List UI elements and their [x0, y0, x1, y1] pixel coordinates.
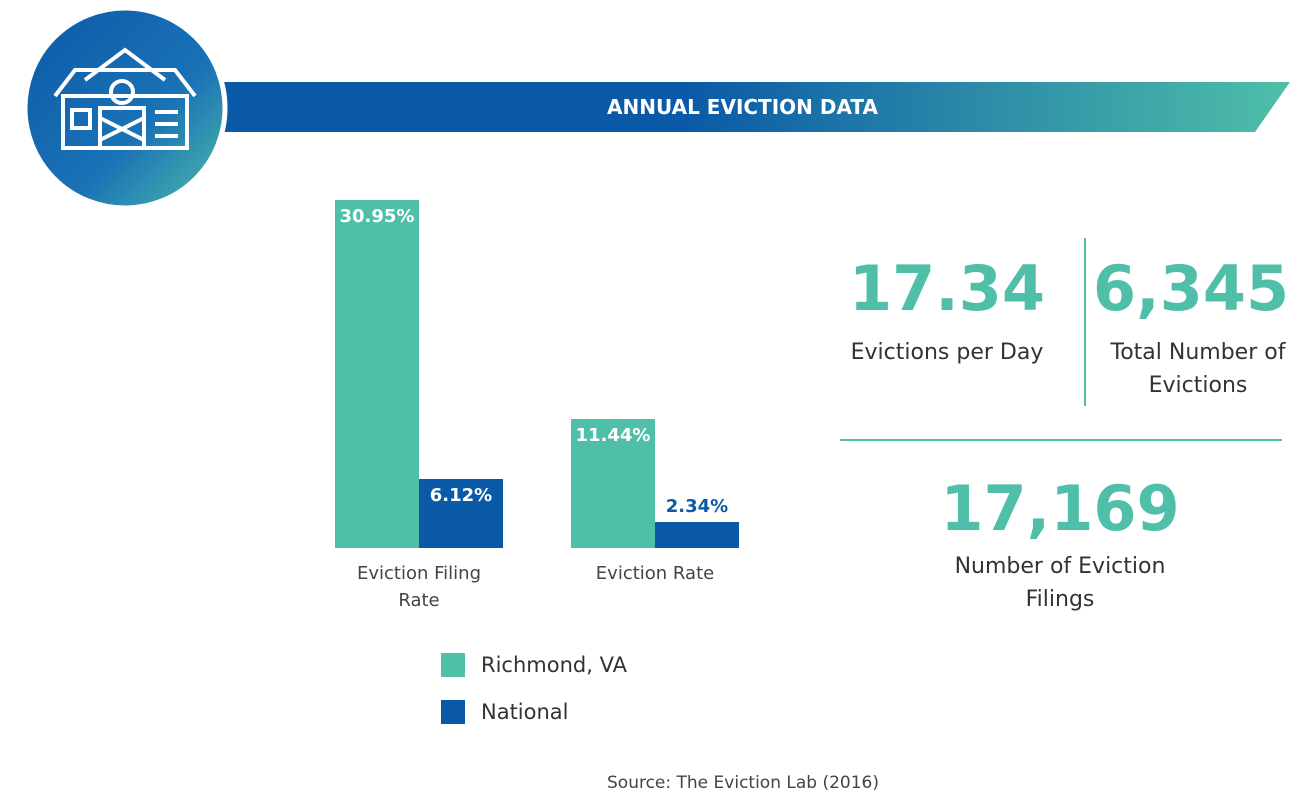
divider: [1084, 238, 1086, 406]
stat-value: 17,169: [940, 472, 1180, 545]
stat-value: 17.34: [848, 252, 1046, 325]
legend-label: National: [481, 700, 569, 724]
value-label: 6.12%: [429, 485, 493, 507]
value-label: 2.34%: [665, 495, 729, 517]
banner-title: ANNUAL EVICTION DATA: [607, 95, 878, 119]
legend-label: Richmond, VA: [481, 653, 627, 677]
legend-swatch: [441, 700, 465, 724]
x-tick-label: Eviction Filing Rate: [356, 563, 481, 611]
stat-value: 6,345: [1093, 252, 1290, 325]
stat-label: Number of Eviction Filings: [954, 554, 1166, 612]
stat-label: Evictions per Day: [850, 340, 1044, 365]
value-label: 11.44%: [575, 425, 651, 447]
bar: [335, 200, 419, 548]
house-icon: [53, 47, 197, 150]
legend-swatch: [441, 653, 465, 677]
bar: [655, 521, 739, 548]
value-label: 30.95%: [339, 206, 415, 227]
bar: [419, 479, 503, 548]
source: Source: The Eviction Lab (2016): [607, 773, 879, 793]
banner: [200, 82, 1290, 132]
stat-label: Total Number of Evictions: [1110, 340, 1286, 398]
x-tick-label: Eviction Rate: [595, 563, 715, 584]
divider: [840, 439, 1282, 441]
bar: [571, 419, 655, 548]
header-graphic: [22, 5, 1290, 211]
